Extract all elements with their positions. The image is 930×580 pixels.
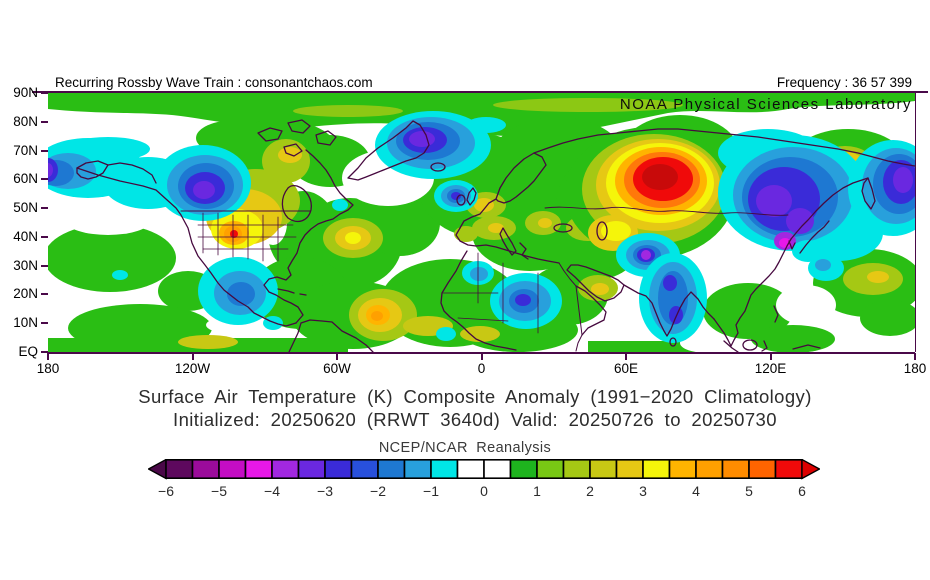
organization-label: NOAA Physical Sciences Laboratory xyxy=(619,96,912,113)
lon-tick xyxy=(769,353,772,360)
lat-tick xyxy=(41,178,48,181)
colorbar xyxy=(148,459,820,480)
lat-tick xyxy=(41,264,48,267)
lon-tick xyxy=(625,353,627,360)
page-title: Recurring Rossby Wave Train : consonantc… xyxy=(55,75,373,90)
colorbar-svg xyxy=(148,459,820,480)
lat-tick-label: 80N xyxy=(13,113,38,129)
lon-tick-label: 60W xyxy=(323,361,351,376)
lon-tick-label: 0 xyxy=(477,361,486,376)
lat-tick xyxy=(41,149,48,152)
lat-tick xyxy=(41,235,48,238)
lon-tick xyxy=(191,353,194,360)
lat-tick-label: 20N xyxy=(13,286,38,302)
header-divider xyxy=(32,91,928,93)
lat-tick xyxy=(41,207,48,210)
colorbar-tick-label: −3 xyxy=(317,483,333,499)
colorbar-tick-label: −6 xyxy=(158,483,174,499)
anomaly-map-svg xyxy=(48,93,915,352)
lat-tick-label: 50N xyxy=(13,200,38,216)
map-anomaly-fills xyxy=(48,93,915,352)
lon-tick xyxy=(336,353,338,360)
colorbar-tick-label: −2 xyxy=(370,483,386,499)
colorbar-cell xyxy=(483,459,512,479)
lat-tick xyxy=(41,120,48,123)
colorbar-cell xyxy=(430,459,459,479)
lat-tick-label: 30N xyxy=(13,257,38,273)
colorbar-cell xyxy=(324,459,353,479)
colorbar-cell xyxy=(721,459,750,479)
lat-tick xyxy=(41,322,48,325)
lon-tick-label: 180 xyxy=(36,361,60,376)
colorbar-cell xyxy=(562,459,591,479)
lat-tick-label: 40N xyxy=(13,228,38,244)
colorbar-tick-label: 3 xyxy=(639,483,647,499)
frequency-label: Frequency : 36 57 399 xyxy=(776,75,912,90)
colorbar-tick-label: 4 xyxy=(692,483,700,499)
colorbar-cell xyxy=(297,459,326,479)
colorbar-tick-label: −4 xyxy=(264,483,280,499)
lat-tick-label: EQ xyxy=(18,344,38,360)
colorbar-cell xyxy=(456,459,485,479)
lon-tick-label: 180 xyxy=(903,361,927,376)
lat-tick xyxy=(41,92,48,94)
colorbar-cell xyxy=(589,459,618,479)
colorbar-cell xyxy=(536,459,565,479)
lat-tick-label: 70N xyxy=(13,142,38,158)
colorbar-cell xyxy=(403,459,432,479)
colorbar-cell xyxy=(748,459,777,479)
map-subtitle: Initialized: 20250620 (RRWT 3640d) Valid… xyxy=(173,409,777,430)
colorbar-tick-label: 0 xyxy=(480,483,488,499)
colorbar-cell xyxy=(668,459,697,479)
lon-tick-label: 120W xyxy=(174,361,211,376)
lat-tick-label: 60N xyxy=(13,171,38,187)
colorbar-tick-label: 5 xyxy=(745,483,753,499)
lon-tick xyxy=(47,353,49,360)
colorbar-cell xyxy=(244,459,273,479)
lon-tick xyxy=(914,353,916,360)
colorbar-tick-label: −1 xyxy=(423,483,439,499)
colorbar-cell xyxy=(350,459,379,479)
colorbar-cell xyxy=(191,459,220,479)
colorbar-tick-label: 1 xyxy=(533,483,541,499)
colorbar-cell xyxy=(774,459,803,479)
colorbar-cell xyxy=(218,459,247,479)
colorbar-cell xyxy=(615,459,644,479)
colorbar-tick-label: 6 xyxy=(798,483,806,499)
lat-tick-label: 10N xyxy=(13,315,38,331)
colorbar-left-arrow xyxy=(148,459,167,480)
lat-tick xyxy=(41,293,48,296)
data-source-label: NCEP/NCAR Reanalysis xyxy=(378,440,552,456)
colorbar-cell xyxy=(642,459,671,479)
colorbar-cell xyxy=(695,459,724,479)
map-title: Surface Air Temperature (K) Composite An… xyxy=(138,386,812,407)
lon-tick xyxy=(480,353,483,360)
anomaly-map xyxy=(48,93,915,352)
colorbar-right-arrow xyxy=(801,459,820,480)
lat-tick-label: 90N xyxy=(13,85,38,100)
colorbar-cell xyxy=(165,459,194,479)
lat-tick xyxy=(41,351,48,354)
colorbar-cell xyxy=(509,459,538,479)
coastlines xyxy=(76,119,915,352)
colorbar-tick-label: 2 xyxy=(586,483,594,499)
colorbar-tick-label: −5 xyxy=(211,483,227,499)
colorbar-cell xyxy=(377,459,406,479)
lon-tick-label: 120E xyxy=(754,361,787,376)
colorbar-cell xyxy=(271,459,300,479)
lon-tick-label: 60E xyxy=(613,361,639,376)
